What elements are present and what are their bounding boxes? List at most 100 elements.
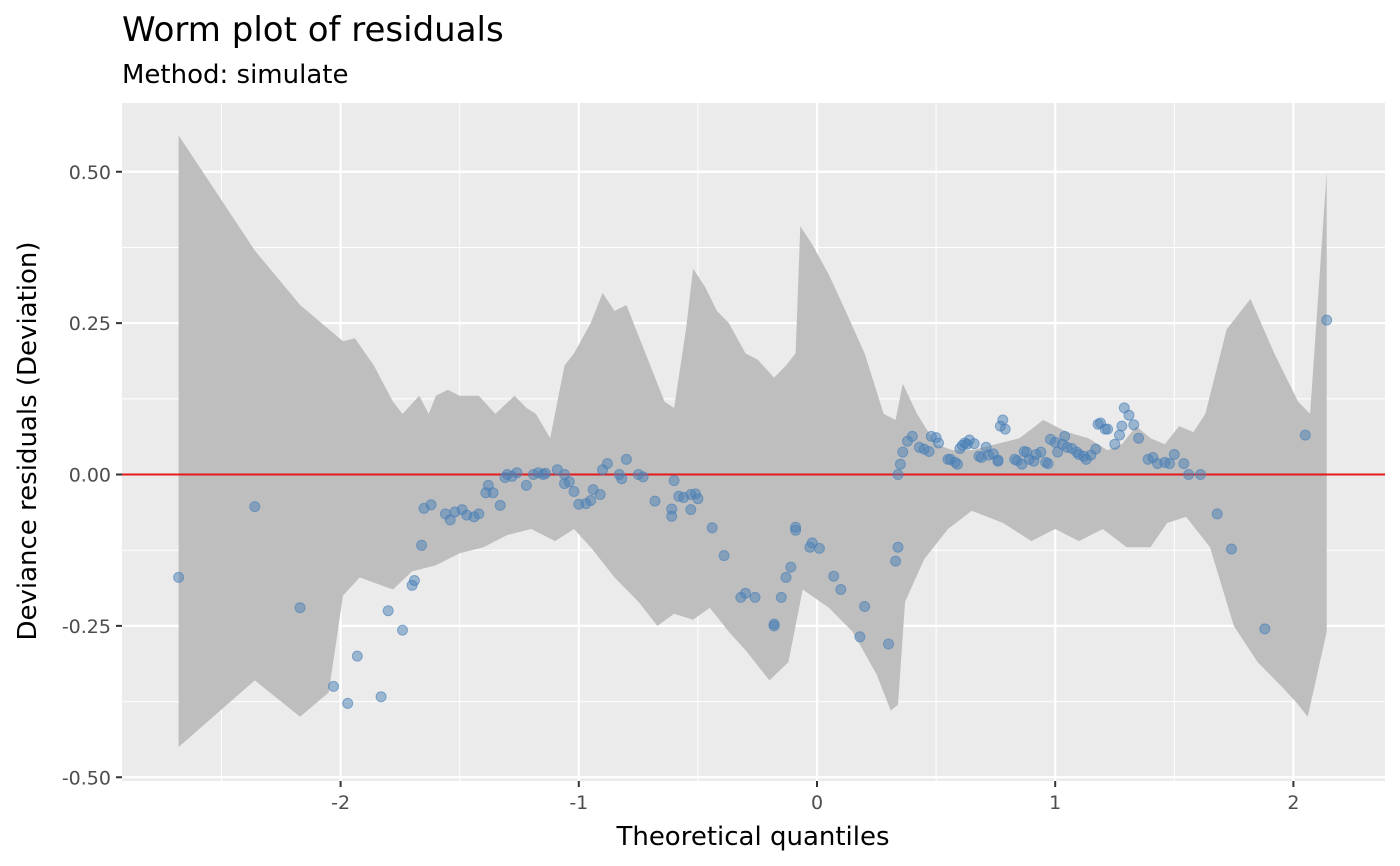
residual-point xyxy=(1109,438,1121,450)
residual-point xyxy=(568,486,580,497)
residual-point xyxy=(906,430,918,442)
residual-point xyxy=(1164,458,1175,470)
residual-point xyxy=(594,489,606,500)
residual-point xyxy=(897,446,909,458)
residual-point xyxy=(540,467,551,479)
residual-point xyxy=(616,473,628,485)
residual-point xyxy=(425,499,437,511)
residual-point xyxy=(1178,458,1190,470)
residual-point xyxy=(620,453,632,465)
residual-point xyxy=(328,680,339,692)
residual-point xyxy=(894,458,906,470)
residual-point xyxy=(1321,314,1333,326)
residual-point xyxy=(585,495,597,506)
residual-point xyxy=(1168,449,1180,460)
residual-point xyxy=(487,487,499,499)
residual-point xyxy=(968,438,980,450)
residual-point xyxy=(828,570,840,582)
residual-point xyxy=(740,587,751,599)
residual-point xyxy=(768,618,780,630)
residual-point xyxy=(1226,543,1237,555)
residual-point xyxy=(473,508,485,520)
chart-subtitle: Method: simulate xyxy=(122,60,348,90)
residual-point xyxy=(892,541,904,553)
y-tick-label: -0.50 xyxy=(62,767,111,789)
residual-point xyxy=(1052,446,1064,458)
residual-point xyxy=(813,542,825,554)
residual-point xyxy=(382,605,394,617)
residual-point xyxy=(1042,458,1054,470)
x-axis-title: Theoretical quantiles xyxy=(615,822,889,852)
residual-point xyxy=(666,510,678,522)
residual-point xyxy=(342,697,354,709)
residual-point xyxy=(785,561,797,573)
residual-point xyxy=(351,650,363,662)
residual-point xyxy=(706,522,718,534)
chart-title: Worm plot of residuals xyxy=(122,10,504,50)
residual-point xyxy=(749,591,761,603)
residual-point xyxy=(668,475,680,487)
residual-point xyxy=(999,423,1011,435)
x-tick-label: 0 xyxy=(811,792,823,814)
residual-point xyxy=(1123,409,1135,421)
residual-point xyxy=(933,437,944,449)
residual-point xyxy=(397,624,408,636)
residual-point xyxy=(992,455,1004,467)
x-tick-label: -1 xyxy=(569,792,588,814)
residual-point xyxy=(952,458,963,470)
residual-point xyxy=(511,467,523,479)
residual-point xyxy=(173,571,185,583)
residual-point xyxy=(637,471,649,483)
residual-point xyxy=(883,638,894,650)
y-axis-title: Deviance residuals (Deviation) xyxy=(13,241,43,640)
residual-point xyxy=(806,537,818,549)
residual-point xyxy=(1090,443,1102,455)
y-tick-label: 0.50 xyxy=(69,162,111,184)
confidence-band xyxy=(178,135,1327,747)
residual-point xyxy=(790,524,802,536)
residual-point xyxy=(375,691,387,703)
residual-point xyxy=(1299,429,1311,441)
residual-point xyxy=(494,499,506,511)
residual-point xyxy=(416,539,428,551)
residual-point xyxy=(1102,423,1114,435)
residual-point xyxy=(601,458,613,470)
x-tick-label: -2 xyxy=(331,792,350,814)
residual-point xyxy=(1195,469,1206,480)
residual-point xyxy=(890,555,902,567)
residual-point xyxy=(1211,508,1223,520)
y-tick-label: 0.25 xyxy=(69,313,111,335)
residual-point xyxy=(563,476,575,488)
residual-point xyxy=(692,493,704,505)
residual-point xyxy=(1128,419,1140,431)
residual-point xyxy=(892,469,904,480)
residual-point xyxy=(854,631,866,643)
residual-point xyxy=(1183,469,1195,480)
y-tick-label: -0.25 xyxy=(62,616,111,638)
y-axis: -0.50 -0.25 0.00 0.25 0.50 xyxy=(62,162,122,789)
residual-point xyxy=(835,584,847,595)
residual-point xyxy=(775,591,787,603)
x-axis: -2 -1 0 1 2 xyxy=(331,781,1299,814)
residual-point xyxy=(780,571,792,583)
residual-point xyxy=(408,575,420,586)
y-tick-label: 0.00 xyxy=(69,465,111,487)
residual-point xyxy=(1116,420,1128,432)
x-tick-label: 2 xyxy=(1287,792,1299,814)
residual-point xyxy=(1114,429,1125,441)
residual-point xyxy=(1059,430,1071,442)
residual-point xyxy=(444,514,456,526)
residual-point xyxy=(520,479,532,491)
residual-point xyxy=(859,601,871,612)
residual-point xyxy=(718,550,730,562)
residual-point xyxy=(1035,446,1047,458)
residual-point xyxy=(649,495,661,507)
residual-point xyxy=(685,504,697,516)
residual-point xyxy=(1133,432,1145,444)
residual-point xyxy=(997,414,1009,426)
residual-point xyxy=(923,446,935,457)
residual-point xyxy=(1259,623,1271,635)
residual-point xyxy=(249,501,261,513)
residual-points xyxy=(173,314,1333,709)
